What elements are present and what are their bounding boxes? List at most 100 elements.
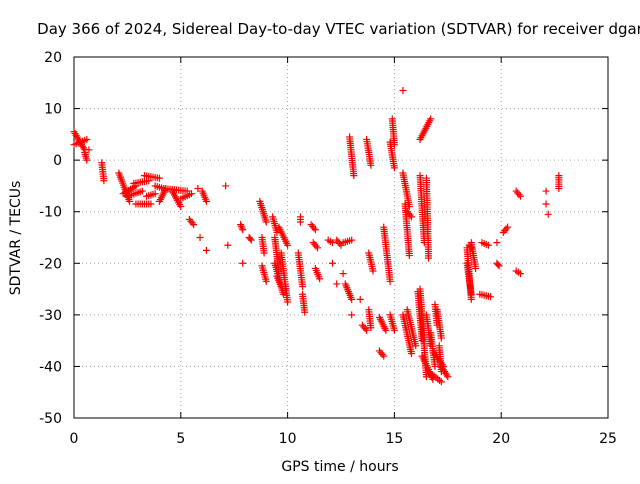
data-point [494, 261, 502, 269]
y-tick-label: -40 [39, 359, 62, 375]
data-point [466, 243, 474, 251]
data-point [443, 371, 451, 379]
y-tick-label: -20 [39, 256, 62, 272]
plot-frame [73, 56, 609, 419]
data-point [194, 185, 202, 193]
data-point [328, 239, 336, 247]
data-point [361, 325, 369, 333]
data-point [177, 203, 185, 211]
data-point [284, 241, 292, 249]
data-point [390, 326, 398, 334]
data-point [247, 236, 255, 244]
data-point [348, 295, 356, 303]
x-tick-label: 20 [492, 431, 510, 447]
data-point [502, 225, 510, 233]
data-point [237, 221, 245, 229]
data-point [487, 293, 495, 301]
data-point [284, 298, 292, 306]
x-tick-label: 15 [385, 431, 403, 447]
data-points [70, 87, 563, 386]
data-point [467, 290, 475, 298]
data-point [427, 115, 435, 123]
data-point [246, 235, 254, 243]
data-point [310, 224, 318, 232]
data-point [516, 270, 524, 278]
data-point [126, 197, 134, 205]
data-point [314, 244, 322, 252]
data-point [85, 146, 93, 154]
data-point [312, 242, 320, 250]
x-axis-label: GPS time / hours [281, 459, 398, 475]
data-point [542, 187, 550, 195]
data-point [147, 200, 155, 208]
x-tick-label: 25 [599, 431, 617, 447]
data-point [299, 282, 307, 290]
data-point [378, 350, 386, 358]
y-tick-label: 0 [53, 153, 62, 169]
x-tick-label: 0 [70, 431, 79, 447]
x-tick-label: 10 [279, 431, 297, 447]
data-point [311, 226, 319, 234]
data-point [356, 295, 364, 303]
chart-title: Day 366 of 2024, Sidereal Day-to-day VTE… [37, 20, 640, 38]
data-point [151, 190, 159, 198]
data-point [239, 226, 247, 234]
y-tick-label: -30 [39, 308, 62, 324]
data-point [237, 222, 245, 230]
data-point [493, 239, 501, 247]
data-point [437, 368, 445, 376]
data-point [367, 324, 375, 332]
data-point [301, 308, 309, 316]
data-point [350, 172, 358, 180]
data-point [138, 187, 146, 195]
data-point [542, 200, 550, 208]
data-point [262, 277, 270, 285]
data-point [504, 223, 512, 231]
data-point [386, 277, 394, 285]
data-point [239, 259, 247, 267]
data-point [369, 267, 377, 275]
data-point [437, 378, 445, 386]
data-point [406, 211, 414, 219]
data-point [437, 334, 445, 342]
data-point [348, 311, 356, 319]
grid [74, 57, 608, 418]
data-point [407, 350, 415, 358]
data-point [390, 164, 398, 172]
data-point [100, 177, 108, 185]
y-axis-label: SDTVAR / TECUs [8, 181, 24, 296]
data-point [390, 141, 398, 149]
data-point [555, 185, 563, 193]
data-point [412, 342, 420, 350]
data-point [399, 87, 407, 95]
data-point [273, 228, 281, 236]
data-point [202, 246, 210, 254]
data-point [382, 326, 390, 334]
data-point [495, 262, 503, 270]
data-point [516, 192, 524, 200]
y-tick-label: 10 [44, 102, 62, 118]
data-point [405, 252, 413, 260]
y-tick-label: 20 [44, 50, 62, 66]
x-tick-label: 5 [176, 431, 185, 447]
data-point [262, 218, 270, 226]
data-point [444, 373, 452, 381]
data-point [363, 326, 371, 334]
data-point [196, 234, 204, 241]
data-point [467, 244, 475, 252]
data-point [333, 280, 341, 288]
data-point [238, 224, 246, 232]
data-point [407, 213, 415, 221]
data-point [472, 264, 480, 272]
data-point [190, 221, 198, 229]
data-point [296, 218, 304, 226]
data-point [425, 254, 433, 262]
data-point [336, 240, 344, 248]
y-tick-label: -50 [39, 411, 62, 427]
data-point [515, 191, 523, 199]
data-point [367, 161, 375, 169]
data-point [155, 174, 163, 182]
data-point [328, 259, 336, 267]
data-point [544, 210, 552, 218]
